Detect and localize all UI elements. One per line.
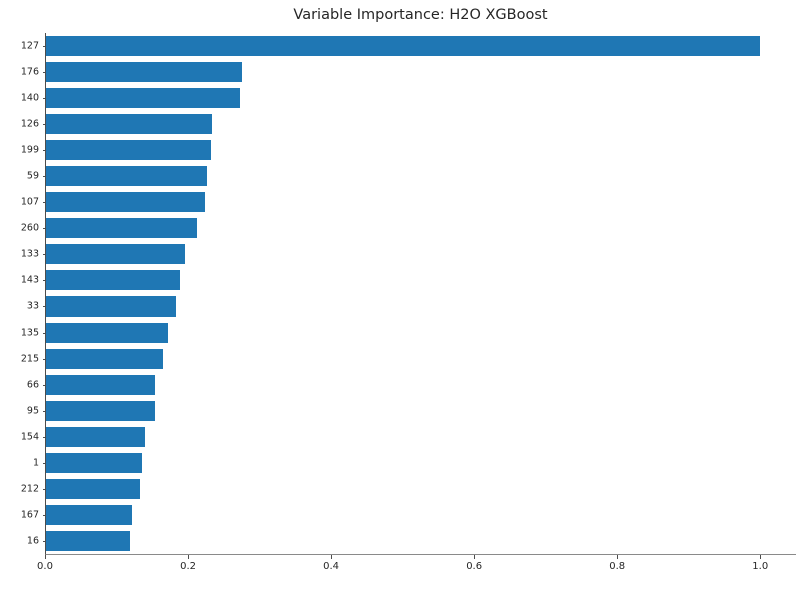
y-tick-label: 176 <box>20 66 39 78</box>
y-tick-mark <box>43 488 46 490</box>
x-tick-mark <box>188 555 190 559</box>
bar <box>46 166 207 187</box>
bar <box>46 504 133 525</box>
y-tick-label: 126 <box>20 118 39 130</box>
bar-row: 133 <box>21 241 796 267</box>
y-tick-mark <box>43 176 46 178</box>
y-tick-label: 140 <box>20 92 39 104</box>
bar <box>46 426 145 447</box>
y-tick-label: 59 <box>26 170 39 182</box>
y-tick-label: 33 <box>26 300 39 312</box>
y-tick-label: 167 <box>20 509 39 521</box>
y-tick-label: 143 <box>20 274 39 286</box>
chart-title: Variable Importance: H2O XGBoost <box>293 7 548 23</box>
y-tick-mark <box>43 462 46 464</box>
y-tick-label: 95 <box>26 405 39 417</box>
y-tick-mark <box>43 540 46 542</box>
y-tick-mark <box>43 46 46 48</box>
y-tick-mark <box>43 228 46 230</box>
bar-row: 16 <box>27 528 796 554</box>
y-tick-label: 199 <box>20 144 39 156</box>
plot-area: 127 176 140 126 199 59 107 260 133 143 33 135 215 66 9… <box>21 33 796 555</box>
bar <box>46 218 197 239</box>
y-tick-label: 16 <box>26 535 39 547</box>
y-tick-mark <box>43 280 46 282</box>
bar-row: 126 <box>21 111 796 137</box>
x-tick-label: 0.6 <box>466 561 483 572</box>
bar <box>46 140 211 161</box>
bar-row: 199 <box>21 137 796 163</box>
bar <box>46 192 206 213</box>
bar-row: 135 <box>21 320 796 346</box>
y-tick-mark <box>43 98 46 100</box>
x-tick-mark <box>474 555 476 559</box>
y-tick-mark <box>43 124 46 126</box>
y-tick-mark <box>43 202 46 204</box>
x-tick-mark <box>617 555 619 559</box>
x-axis: 0.0 0.2 0.4 0.6 0.8 1.0 <box>37 555 796 585</box>
bar <box>46 296 176 317</box>
bar-row: 154 <box>21 424 796 450</box>
y-tick-label: 135 <box>20 327 39 339</box>
y-tick-mark <box>43 150 46 152</box>
bar-row: 215 <box>21 346 796 372</box>
bar <box>46 62 243 83</box>
bar-row: 66 <box>27 372 796 398</box>
bar <box>46 35 761 57</box>
y-tick-mark <box>43 306 46 308</box>
bar <box>46 348 164 369</box>
bar <box>46 374 156 395</box>
bar-row: 143 <box>21 267 796 293</box>
y-tick-mark <box>43 410 46 412</box>
y-tick-mark <box>43 384 46 386</box>
x-tick-mark <box>760 555 762 559</box>
bar-row: 95 <box>27 398 796 424</box>
bar-row: 176 <box>21 59 796 85</box>
y-tick-label: 154 <box>20 431 39 443</box>
bar <box>46 270 180 291</box>
bar-row: 33 <box>27 293 796 319</box>
y-tick-label: 133 <box>20 248 39 260</box>
bar-row: 167 <box>21 502 796 528</box>
y-tick-mark <box>43 254 46 256</box>
y-tick-label: 212 <box>20 483 39 495</box>
bar <box>46 400 155 421</box>
y-tick-mark <box>43 436 46 438</box>
bar <box>46 88 241 109</box>
bar-row: 140 <box>21 85 796 111</box>
y-tick-mark <box>43 72 46 74</box>
x-tick-label: 0.4 <box>323 561 340 572</box>
bar <box>46 452 143 473</box>
bar-row: 1 <box>33 450 796 476</box>
y-tick-label: 66 <box>26 379 39 391</box>
y-tick-label: 107 <box>20 196 39 208</box>
x-tick-label: 1.0 <box>752 561 769 572</box>
y-tick-mark <box>43 358 46 360</box>
x-tick-label: 0.0 <box>37 561 53 572</box>
bar <box>46 478 140 499</box>
y-tick-label: 260 <box>20 222 39 234</box>
bar-row: 212 <box>21 476 796 502</box>
y-tick-label: 127 <box>20 40 39 52</box>
bar <box>46 530 131 551</box>
bar <box>46 244 186 265</box>
y-tick-mark <box>43 332 46 334</box>
bar-row: 107 <box>21 189 796 215</box>
x-tick-label: 0.2 <box>180 561 196 572</box>
y-tick-mark <box>43 514 46 516</box>
x-tick-label: 0.8 <box>609 561 626 572</box>
bar-row: 260 <box>21 215 796 241</box>
x-tick-mark <box>45 555 46 559</box>
plot-rows: 127 176 140 126 199 59 107 260 133 143 33 135 215 66 9… <box>21 33 796 554</box>
x-tick-mark <box>331 555 333 559</box>
bar-row: 59 <box>27 163 796 189</box>
bar <box>46 114 212 135</box>
y-tick-label: 215 <box>20 353 39 365</box>
bar-row: 127 <box>21 33 796 59</box>
y-tick-label: 1 <box>32 457 39 469</box>
bar <box>46 322 169 343</box>
